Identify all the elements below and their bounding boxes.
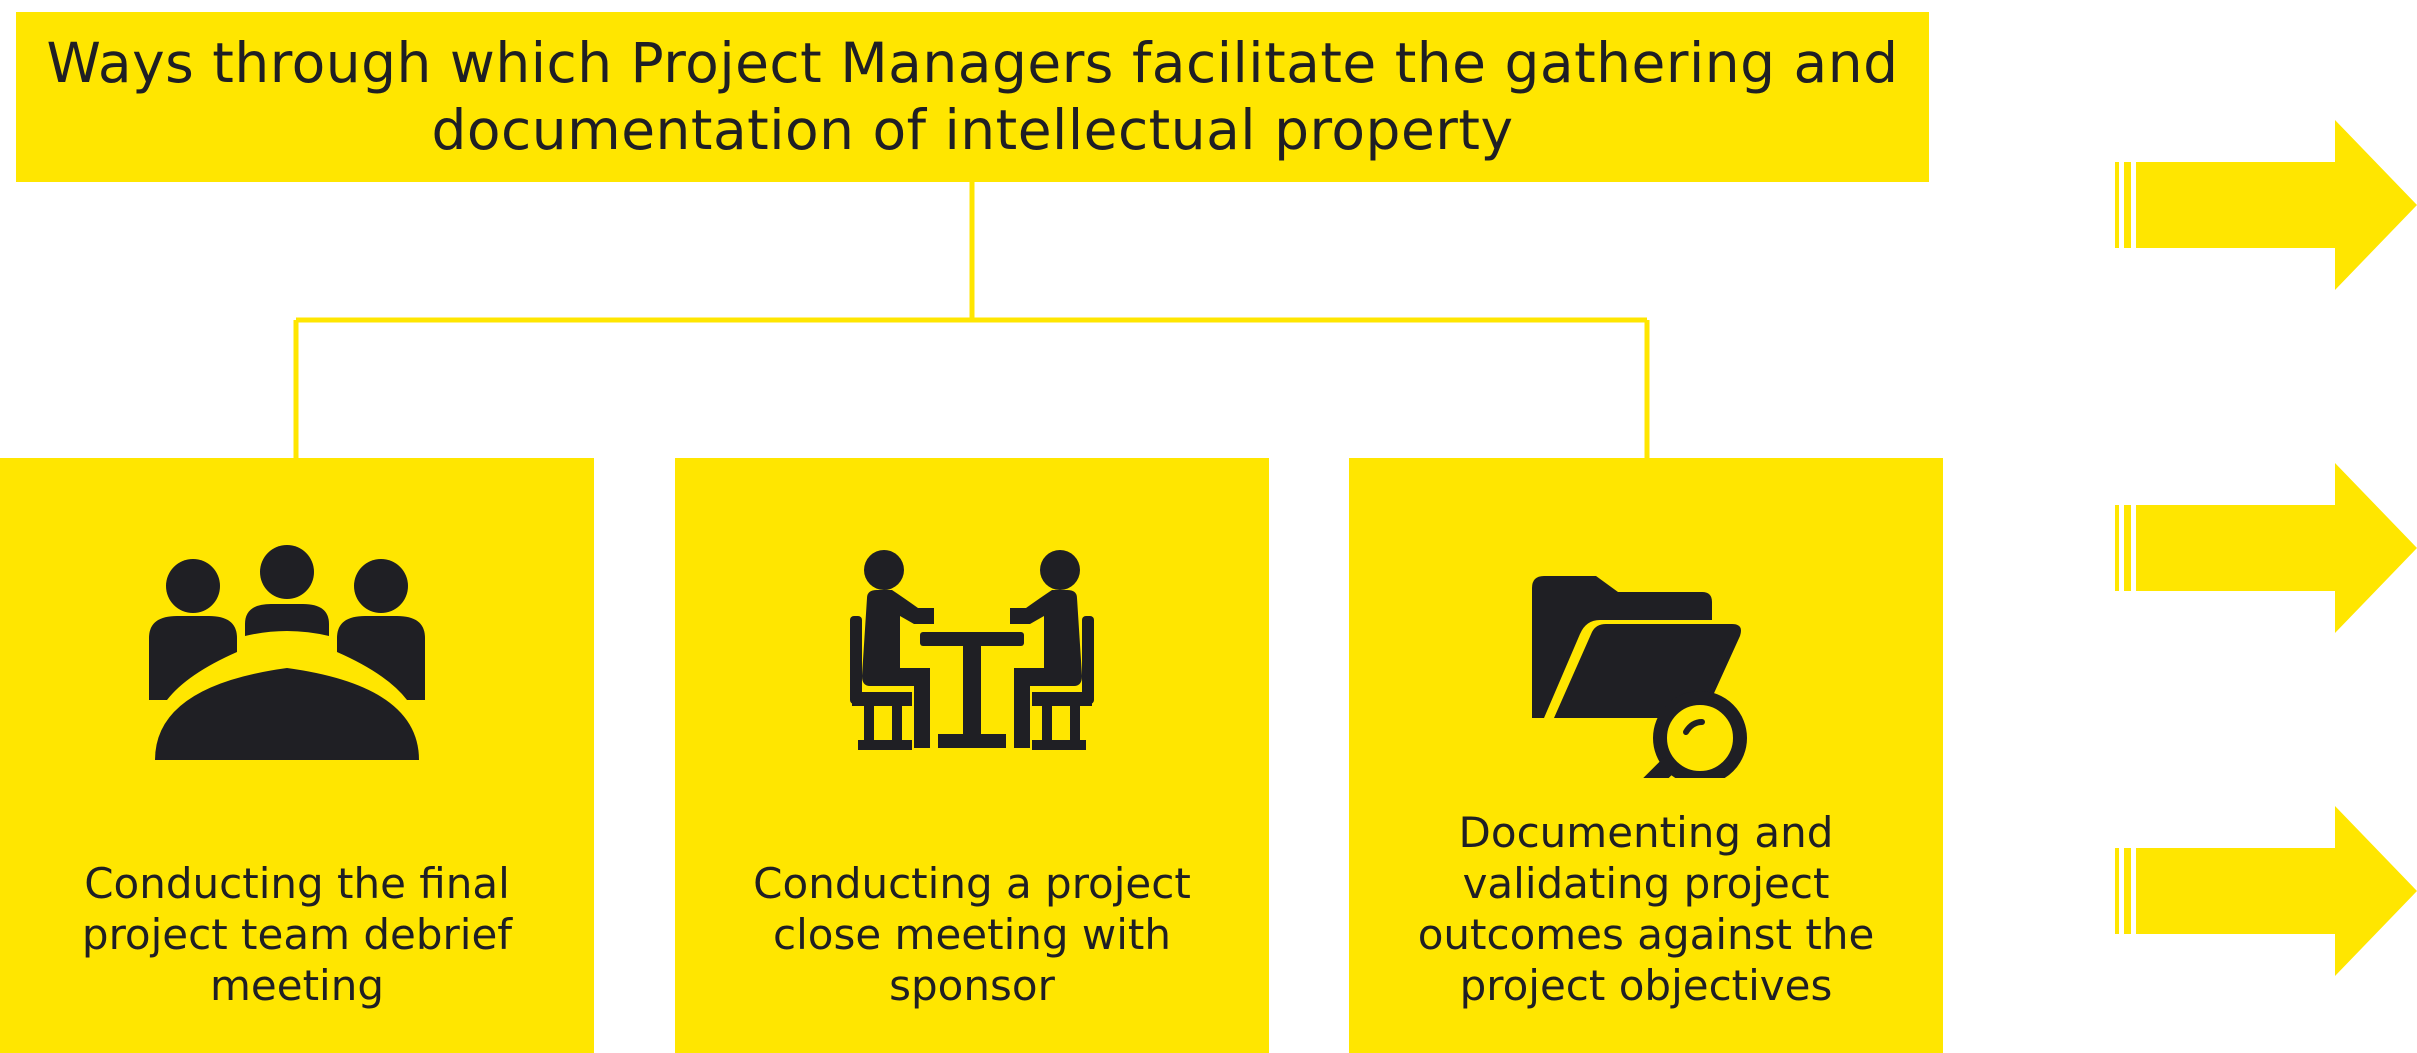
two-people-table-icon: [850, 550, 1094, 750]
folder-search-icon: [1532, 576, 1747, 778]
right-arrow-icon: [2115, 463, 2417, 633]
diagram-title: Ways through which Project Managers faci…: [46, 31, 1899, 162]
title-box: Ways through which Project Managers faci…: [16, 12, 1929, 182]
card-document-outcomes: Documenting and validating project outco…: [1349, 458, 1943, 1053]
team-meeting-icon: [149, 545, 425, 760]
card-text: Documenting and validating project outco…: [1417, 808, 1875, 1010]
card-sponsor-meeting: Conducting a project close meeting with …: [675, 458, 1269, 1053]
right-arrow-icon: [2115, 120, 2417, 290]
card-team-debrief: Conducting the final project team debrie…: [0, 458, 594, 1053]
card-text: Conducting a project close meeting with …: [753, 859, 1191, 1010]
right-arrow-icon: [2115, 806, 2417, 976]
card-text: Conducting the final project team debrie…: [81, 859, 513, 1010]
